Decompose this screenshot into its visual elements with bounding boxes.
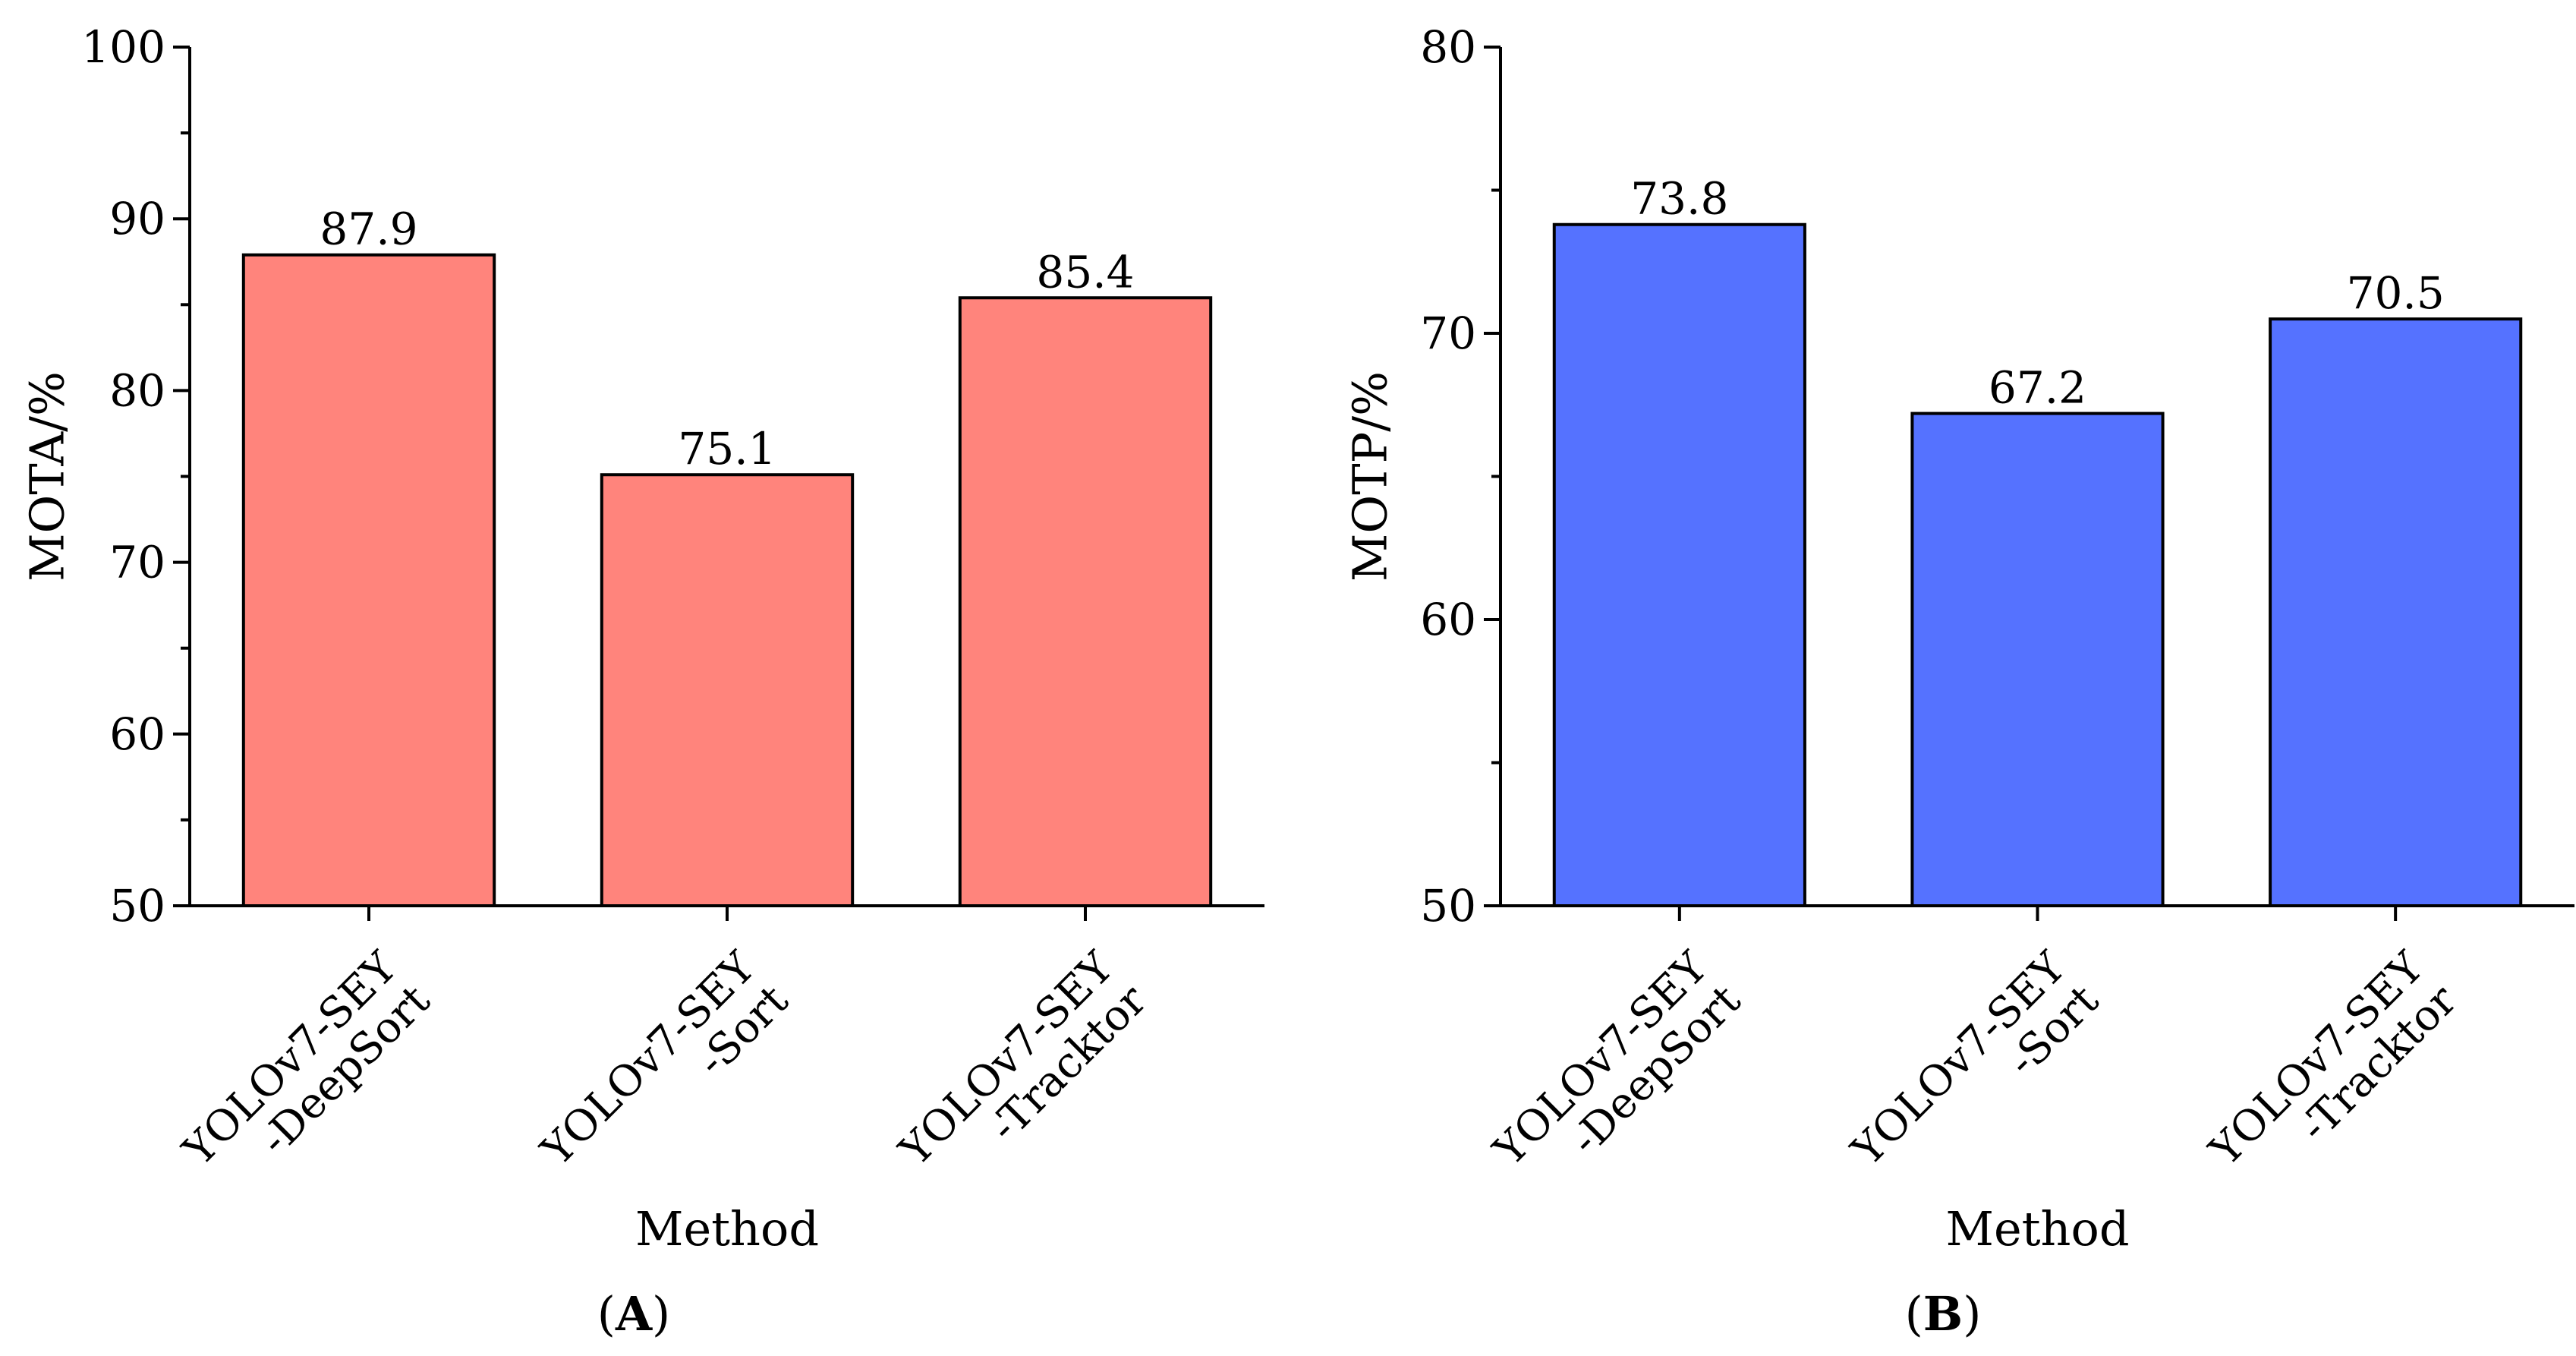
panel-label: (A) [597, 1286, 671, 1342]
bar [2269, 317, 2523, 907]
panel-label-letter: B [1923, 1286, 1963, 1342]
bar [1910, 412, 2165, 907]
x-tick-label: YOLOv7-SEY-DeepSort [1484, 942, 1750, 1209]
y-tick-label: 80 [1420, 21, 1476, 73]
y-tick-label: 90 [109, 193, 165, 244]
x-tick-label: YOLOv7-SEY-Sort [1842, 942, 2108, 1209]
y-tick-label: 60 [1420, 594, 1476, 645]
y-axis-title: MOTA/% [20, 371, 75, 582]
bar [241, 253, 496, 907]
y-tick-label: 50 [1420, 880, 1476, 932]
bar-value-label: 75.1 [678, 423, 776, 475]
x-tick-label: YOLOv7-SEY-Tracktor [890, 942, 1156, 1209]
x-tick-label: YOLOv7-SEY-DeepSort [173, 942, 439, 1209]
x-tick-label: YOLOv7-SEY-Tracktor [2200, 942, 2467, 1209]
y-tick-label: 100 [81, 21, 165, 73]
chart-panel-b: 73.8 YOLOv7-SEY-DeepSort 67.2 YOLOv7-SEY-So… [1343, 21, 2574, 1342]
y-tick-label: 80 [109, 364, 165, 416]
y-tick-label: 70 [109, 537, 165, 588]
y-axis-title: MOTP/% [1343, 371, 1398, 582]
chart-panel-a: 87.9 YOLOv7-SEY-DeepSort 75.1 YOLOv7-SEY-So… [20, 21, 1264, 1342]
bar-value-label: 70.5 [2347, 267, 2445, 319]
bar [1552, 222, 1806, 907]
x-axis-title: Method [1945, 1201, 2129, 1257]
y-tick-label: 60 [109, 708, 165, 760]
bar [600, 473, 855, 907]
bar-value-label: 85.4 [1036, 246, 1134, 298]
y-tick-label: 70 [1420, 307, 1476, 359]
x-tick-label: YOLOv7-SEY-Sort [531, 942, 798, 1209]
bar [958, 296, 1213, 907]
y-tick-label: 50 [109, 880, 165, 932]
x-axis-title: Method [635, 1201, 819, 1257]
bar-value-label: 87.9 [320, 203, 417, 255]
panel-label-letter: A [615, 1286, 653, 1342]
bar-value-label: 67.2 [1989, 362, 2086, 414]
panel-label: (B) [1905, 1286, 1982, 1342]
bar-value-label: 73.8 [1630, 173, 1728, 225]
